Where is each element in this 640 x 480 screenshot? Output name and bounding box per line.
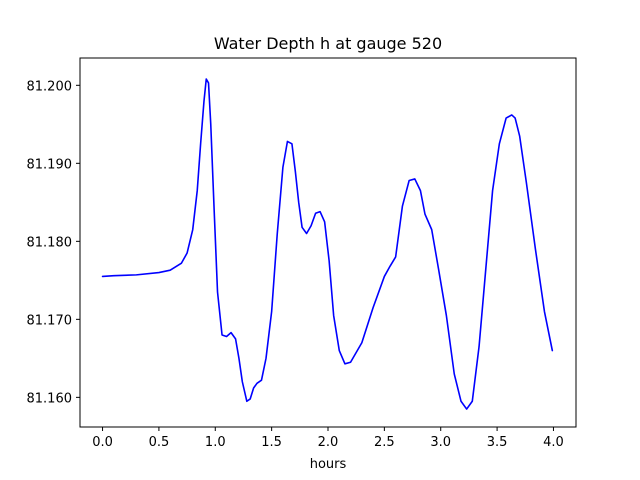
- series-line-water-depth: [101, 78, 554, 410]
- plot-area: [79, 57, 577, 428]
- plot-frame: [79, 57, 577, 428]
- x-tick-label: 0.0: [92, 435, 113, 450]
- x-tick-label: 3.0: [430, 435, 451, 450]
- y-tick-label: 81.200: [27, 79, 73, 94]
- y-tick-label: 81.180: [27, 235, 73, 250]
- x-tick-label: 4.0: [543, 435, 564, 450]
- x-tick-label: 1.0: [205, 435, 226, 450]
- x-tick-label: 3.5: [487, 435, 508, 450]
- x-axis-ticks: 0.0 0.5 1.0 1.5 2.0 2.5 3.0 3.5 4.0: [92, 427, 564, 450]
- y-tick-label: 81.190: [27, 157, 73, 172]
- chart-title: Water Depth h at gauge 520: [214, 34, 442, 53]
- x-tick-label: 2.0: [318, 435, 339, 450]
- x-tick-label: 0.5: [149, 435, 170, 450]
- y-tick-label: 81.160: [27, 391, 73, 406]
- x-tick-label: 2.5: [374, 435, 395, 450]
- x-tick-label: 1.5: [261, 435, 282, 450]
- y-tick-label: 81.170: [27, 313, 73, 328]
- x-axis-label: hours: [310, 457, 347, 472]
- y-axis-ticks: 81.160 81.170 81.180 81.190 81.200: [27, 79, 80, 406]
